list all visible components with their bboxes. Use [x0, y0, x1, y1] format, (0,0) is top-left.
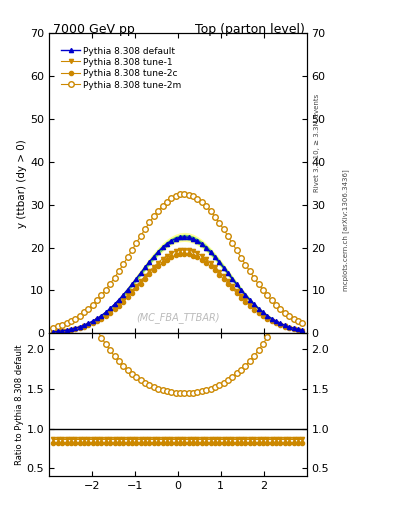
Pythia 8.308 tune-2m: [265, 292, 270, 298]
Pythia 8.308 tune-2m: [108, 281, 112, 287]
Text: mcplots.cern.ch [arXiv:1306.3436]: mcplots.cern.ch [arXiv:1306.3436]: [342, 169, 349, 291]
Y-axis label: Ratio to Pythia 8.308 default: Ratio to Pythia 8.308 default: [15, 345, 24, 465]
Pythia 8.308 tune-1: [291, 326, 296, 332]
Pythia 8.308 tune-2m: [182, 191, 187, 197]
Pythia 8.308 tune-2c: [291, 326, 296, 332]
Pythia 8.308 default: [221, 264, 226, 270]
Legend: Pythia 8.308 default, Pythia 8.308 tune-1, Pythia 8.308 tune-2c, Pythia 8.308 tu: Pythia 8.308 default, Pythia 8.308 tune-…: [59, 44, 184, 93]
Pythia 8.308 tune-1: [182, 247, 187, 253]
Pythia 8.308 default: [265, 313, 270, 319]
Pythia 8.308 default: [108, 305, 112, 311]
Pythia 8.308 tune-1: [265, 315, 270, 321]
Pythia 8.308 tune-1: [108, 309, 112, 315]
Pythia 8.308 tune-2m: [112, 274, 117, 281]
Line: Pythia 8.308 tune-2m: Pythia 8.308 tune-2m: [51, 191, 305, 331]
Pythia 8.308 tune-2m: [239, 254, 244, 261]
Pythia 8.308 tune-2c: [182, 251, 187, 257]
Pythia 8.308 tune-1: [51, 329, 56, 335]
Pythia 8.308 tune-2c: [300, 328, 305, 334]
Text: Top (parton level): Top (parton level): [195, 23, 305, 36]
Line: Pythia 8.308 default: Pythia 8.308 default: [51, 235, 304, 334]
Pythia 8.308 tune-2m: [291, 315, 296, 322]
Pythia 8.308 tune-1: [300, 328, 305, 334]
Pythia 8.308 tune-2c: [51, 329, 56, 335]
Pythia 8.308 default: [51, 329, 56, 335]
Pythia 8.308 tune-2c: [239, 294, 244, 301]
Pythia 8.308 tune-1: [221, 273, 226, 280]
Text: Rivet 3.1.10, ≥ 3.3M events: Rivet 3.1.10, ≥ 3.3M events: [314, 94, 320, 193]
Pythia 8.308 tune-2c: [221, 276, 226, 282]
Pythia 8.308 default: [300, 327, 305, 333]
Pythia 8.308 tune-2m: [51, 325, 56, 331]
Text: 7000 GeV pp: 7000 GeV pp: [53, 23, 135, 36]
Line: Pythia 8.308 tune-1: Pythia 8.308 tune-1: [51, 248, 304, 334]
Text: (MC_FBA_TTBAR): (MC_FBA_TTBAR): [136, 312, 220, 323]
Y-axis label: y (ttbar) (dy > 0): y (ttbar) (dy > 0): [17, 139, 28, 228]
Pythia 8.308 tune-2c: [265, 316, 270, 322]
Pythia 8.308 tune-1: [239, 292, 244, 298]
Pythia 8.308 default: [112, 301, 117, 307]
Pythia 8.308 default: [182, 234, 187, 240]
Pythia 8.308 tune-1: [112, 305, 117, 311]
Pythia 8.308 tune-2m: [300, 320, 305, 326]
Pythia 8.308 tune-2c: [108, 310, 112, 316]
Pythia 8.308 default: [239, 287, 244, 293]
Pythia 8.308 tune-2c: [112, 306, 117, 312]
Pythia 8.308 tune-2m: [221, 226, 226, 232]
Line: Pythia 8.308 tune-2c: Pythia 8.308 tune-2c: [51, 252, 304, 334]
Pythia 8.308 default: [291, 325, 296, 331]
